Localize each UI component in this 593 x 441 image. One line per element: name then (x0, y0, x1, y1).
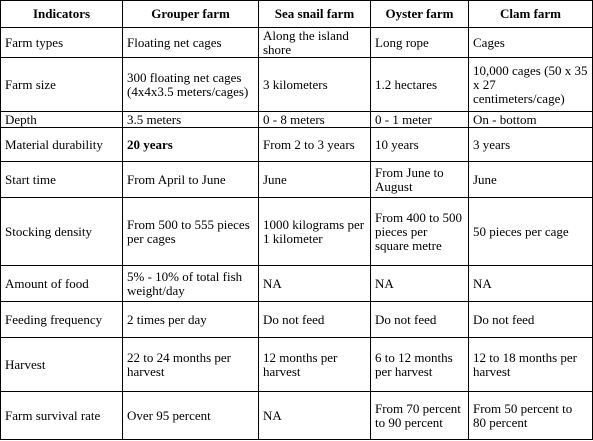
table-row: Harvest 22 to 24 months per harvest 12 mon… (0, 337, 593, 392)
indicator-cell: Depth (0, 111, 123, 128)
value-cell: 22 to 24 months per harvest (122, 337, 259, 392)
indicator-cell: Stocking density (0, 197, 123, 266)
value-cell: 50 pieces per cage (468, 197, 593, 266)
table-header: Indicators Grouper farm Sea snail farm Oyst… (0, 0, 593, 28)
header-cell: Indicators (0, 0, 123, 28)
value-cell: From April to June (122, 161, 259, 198)
value-cell: 1000 kilograms per 1 kilometer (258, 197, 371, 266)
indicator-cell: Farm survival rate (0, 391, 123, 440)
value-cell: Do not feed (370, 301, 469, 338)
value-cell: 5% - 10% of total fish weight/day (122, 265, 259, 302)
value-cell: From 70 percent to 90 percent (370, 391, 469, 440)
value-cell: Over 95 percent (122, 391, 259, 440)
table-row: Feeding frequency 2 times per day Do not f… (0, 301, 593, 338)
table-row: Depth 3.5 meters 0 - 8 meters 0 - 1 meter On… (0, 111, 593, 128)
value-cell: 0 - 8 meters (258, 111, 371, 128)
header-cell: Clam farm (468, 0, 593, 28)
value-cell: Do not feed (468, 301, 593, 338)
header-cell: Sea snail farm (258, 0, 371, 28)
table-row: Stocking density From 500 to 555 pieces p… (0, 197, 593, 266)
value-cell: NA (468, 265, 593, 302)
table-row: Material durability 20 years From 2 to 3 y… (0, 127, 593, 162)
header-row: Indicators Grouper farm Sea snail farm Oyst… (0, 0, 593, 28)
value-cell: 3 kilometers (258, 57, 371, 112)
indicator-cell: Start time (0, 161, 123, 198)
indicator-cell: Amount of food (0, 265, 123, 302)
value-cell: Cages (468, 27, 593, 58)
value-cell: 20 years (122, 127, 259, 162)
value-cell: Along the island shore (258, 27, 371, 58)
indicator-cell: Farm size (0, 57, 123, 112)
value-cell: June (468, 161, 593, 198)
value-cell: NA (258, 391, 371, 440)
value-cell: From 400 to 500 pieces per square metre (370, 197, 469, 266)
value-cell: From 2 to 3 years (258, 127, 371, 162)
indicator-cell: Harvest (0, 337, 123, 392)
value-cell: 10 years (370, 127, 469, 162)
indicator-cell: Feeding frequency (0, 301, 123, 338)
value-cell: NA (258, 265, 371, 302)
table-row: Start time From April to June June From Jun… (0, 161, 593, 198)
value-cell: On - bottom (468, 111, 593, 128)
value-cell: 0 - 1 meter (370, 111, 469, 128)
value-cell: Do not feed (258, 301, 371, 338)
value-cell: 6 to 12 months per harvest (370, 337, 469, 392)
value-cell: From June to August (370, 161, 469, 198)
value-cell: 12 to 18 months per harvest (468, 337, 593, 392)
table-row: Farm survival rate Over 95 percent NA From … (0, 391, 593, 440)
table-row: Farm types Floating net cages Along the is… (0, 27, 593, 58)
table-row: Farm size 300 floating net cages (4x4x3.5… (0, 57, 593, 112)
value-cell: From 50 percent to 80 percent (468, 391, 593, 440)
value-cell: 3 years (468, 127, 593, 162)
table-row: Amount of food 5% - 10% of total fish wei… (0, 265, 593, 302)
value-cell: June (258, 161, 371, 198)
header-cell: Grouper farm (122, 0, 259, 28)
value-cell: 10,000 cages (50 x 35 x 27 centimeters/c… (468, 57, 593, 112)
value-cell: Floating net cages (122, 27, 259, 58)
header-cell: Oyster farm (370, 0, 469, 28)
value-cell: 12 months per harvest (258, 337, 371, 392)
table-body: Farm types Floating net cages Along the is… (0, 27, 593, 440)
value-cell: 3.5 meters (122, 111, 259, 128)
value-cell: Long rope (370, 27, 469, 58)
value-cell: 2 times per day (122, 301, 259, 338)
indicator-cell: Material durability (0, 127, 123, 162)
indicator-cell: Farm types (0, 27, 123, 58)
value-cell: From 500 to 555 pieces per cages (122, 197, 259, 266)
value-cell: 1.2 hectares (370, 57, 469, 112)
value-cell: NA (370, 265, 469, 302)
value-cell: 300 floating net cages (4x4x3.5 meters/c… (122, 57, 259, 112)
